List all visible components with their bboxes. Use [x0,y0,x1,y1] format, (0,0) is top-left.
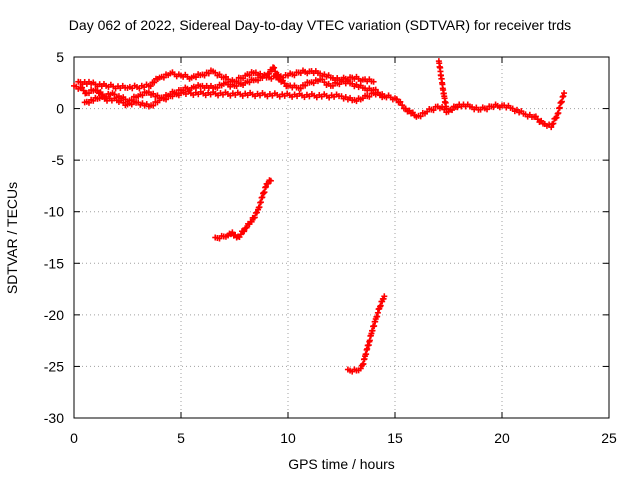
trace-marker [291,72,298,79]
x-tick-label: 5 [177,430,185,446]
y-tick-label: 5 [56,49,64,65]
series-4 [212,177,274,242]
series-1 [75,67,377,92]
tick-labels: 0 5 10 15 20 25 -30 -25 -20 -15 -10 -5 0 5 [44,49,617,446]
y-tick-label: -10 [44,204,64,220]
chart-grid [74,57,609,418]
trace-marker [265,180,272,187]
data-point [267,177,274,184]
trace-marker [430,107,437,114]
trace-marker [147,83,154,90]
trace-marker [329,82,336,89]
trace-marker [255,77,262,84]
trace-marker [139,92,146,99]
trace-marker [241,228,248,235]
y-axis-label: SDTVAR / TECUs [4,181,20,295]
plot-frame [73,56,610,419]
trace-marker [160,74,167,81]
series-3 [435,58,450,112]
trace-marker [248,218,255,225]
data-point [443,105,450,112]
x-tick-label: 15 [387,430,403,446]
y-tick-label: 0 [56,101,64,117]
series-2 [81,88,388,110]
trace-marker [297,85,304,92]
trace-marker [484,106,491,113]
trace-marker [246,79,253,86]
data-point [548,124,555,131]
data-point [370,78,377,85]
y-tick-label: -30 [44,410,64,426]
trace-marker [233,78,240,85]
trace-marker [449,107,456,114]
x-axis-label: GPS time / hours [288,456,395,472]
trace-marker [192,74,199,81]
trace-marker [271,64,278,71]
trace-marker [272,68,279,75]
data-point [381,93,388,100]
trace-marker [201,72,208,79]
trace-marker [151,79,158,86]
trace-marker [417,113,424,120]
trace-marker [243,224,250,231]
trace-marker [85,90,92,97]
x-tick-label: 0 [70,430,78,446]
x-tick-label: 10 [280,430,296,446]
chart-title: Day 062 of 2022, Sidereal Day-to-day VTE… [68,17,572,33]
x-tick-label: 20 [494,430,510,446]
trace-marker [169,93,176,100]
axis-ticks [73,56,610,419]
x-tick-label: 25 [601,430,617,446]
y-tick-label: -25 [44,358,64,374]
trace-marker [302,82,309,89]
data-point [237,231,244,238]
trace-marker [150,102,157,109]
data-point [357,365,364,372]
trace-marker [366,93,373,100]
trace-marker [251,214,258,221]
data-points [71,58,568,375]
y-tick-label: -15 [44,255,64,271]
y-tick-label: -5 [52,152,65,168]
trace-marker [205,70,212,77]
trace-marker [253,209,260,216]
data-point [381,293,388,300]
trace-marker [399,102,406,109]
y-tick-label: -20 [44,307,64,323]
trace-marker [397,98,404,105]
trace-marker [246,72,253,79]
trace-marker [553,114,560,121]
trace-marker [214,84,221,91]
trace-marker [310,80,317,87]
trace-marker [550,120,557,127]
trace-marker [163,96,170,103]
data-point [561,90,568,97]
series-5 [344,293,388,375]
trace-marker [393,96,400,103]
